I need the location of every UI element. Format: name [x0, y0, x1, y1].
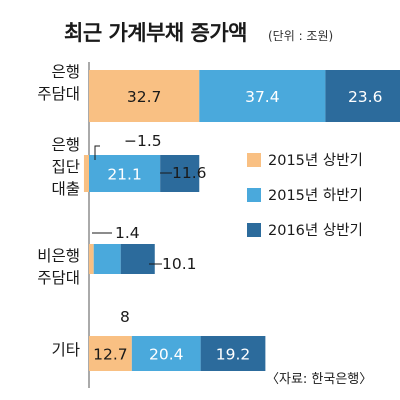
legend: 2015년 상반기 2015년 하반기 2016년 상반기 — [247, 152, 363, 239]
data-label: 20.4 — [149, 346, 184, 364]
data-label: 23.6 — [348, 88, 383, 106]
category-label: 대출 — [51, 180, 80, 198]
bar-segment — [131, 336, 201, 371]
legend-swatch — [247, 188, 261, 202]
category-label: 주담대 — [37, 85, 80, 103]
data-label: 1.4 — [115, 224, 140, 242]
category-label: 주담대 — [37, 269, 80, 287]
chart-title: 최근 가계부채 증가액 — [64, 21, 247, 45]
data-label: 32.7 — [127, 88, 162, 106]
source-note: 〈자료: 한국은행〉 — [266, 371, 372, 387]
data-label: 10.1 — [162, 255, 197, 273]
category-label: 기타 — [51, 341, 80, 359]
category-label: 은행 — [51, 136, 80, 154]
data-label: 11.6 — [172, 164, 207, 182]
bar-segment — [325, 70, 400, 122]
bar-segment — [89, 155, 161, 192]
legend-label: 2015년 하반기 — [268, 187, 363, 204]
bar-segment — [89, 336, 132, 371]
bar-segment — [200, 336, 266, 371]
bar-segment — [199, 70, 326, 122]
legend-swatch — [247, 223, 261, 237]
data-label: 12.7 — [93, 346, 128, 364]
legend-label: 2016년 상반기 — [268, 222, 363, 239]
chart-unit-label: (단위 : 조원) — [268, 29, 333, 43]
data-label: 8 — [120, 308, 130, 326]
bar-segment — [83, 155, 89, 192]
bar-segment — [93, 244, 121, 274]
legend-swatch — [247, 153, 261, 167]
data-label: 19.2 — [216, 346, 251, 364]
category-label: 집단 — [51, 158, 80, 176]
data-label: 37.4 — [245, 88, 280, 106]
bar-segment — [89, 70, 200, 122]
leader-line — [94, 145, 100, 160]
legend-label: 2015년 상반기 — [268, 152, 363, 169]
data-label: −1.5 — [124, 132, 162, 150]
bar-segment — [89, 244, 94, 274]
chart-marks: 32.7 37.4 23.6 −1.5 21.1 11.6 1.4 8 10.1 12.7 20.4… — [83, 70, 400, 371]
category-label: 은행 — [51, 63, 80, 81]
category-label: 비은행 — [37, 247, 80, 265]
bar-segment — [120, 244, 155, 274]
data-label: 21.1 — [107, 166, 142, 184]
